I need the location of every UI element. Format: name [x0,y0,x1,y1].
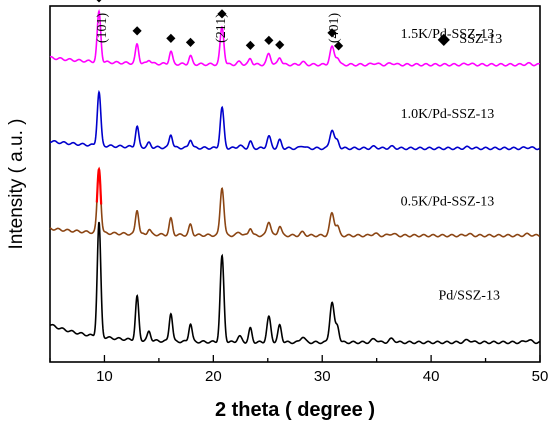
series-label: Pd/SSZ-13 [438,289,499,304]
series-labels: 1.5K/Pd-SSZ-13 1.0K/Pd-SSZ-13 0.5K/Pd-SSZ-… [401,27,500,304]
legend-label: SSZ-13 [459,32,502,47]
series-line-1 [50,89,541,151]
x-tick-label: 10 [96,368,113,385]
series-line-3 [49,221,541,345]
x-axis-title: 2 theta ( degree ) [215,399,375,421]
peak-annotations: (101) (211) (401) [95,13,342,44]
x-tick-label: 40 [423,368,440,385]
series-label: 0.5K/Pd-SSZ-13 [401,194,495,209]
series-layer [49,8,541,345]
ssz13-diamond-icon: ◆ [264,33,274,47]
ssz13-diamond-icon: ◆ [275,37,285,51]
ssz13-diamond-icon: ◆ [94,0,104,4]
x-axis-ticks: 10 20 30 40 50 [49,355,549,385]
x-tick-label: 30 [314,368,331,385]
plot-border [49,5,541,363]
peak-annotation: (401) [327,13,342,44]
peak-annotation: (211) [214,13,229,43]
legend-diamond-icon: ◆ [438,31,451,48]
ssz13-diamond-icon: ◆ [334,38,344,52]
ssz13-diamond-icon: ◆ [166,30,176,44]
x-tick-label: 20 [205,368,222,385]
ssz13-diamond-icon: ◆ [327,25,337,39]
series-overlay-2 [95,166,103,205]
ssz13-diamond-icon: ◆ [132,23,142,37]
ssz13-diamond-icon: ◆ [217,6,227,20]
plot-frame [49,5,541,363]
ssz13-diamond-icon: ◆ [186,34,196,48]
series-label: 1.5K/Pd-SSZ-13 [401,27,495,42]
series-label: 1.0K/Pd-SSZ-13 [401,107,495,122]
series-line-0 [49,8,541,67]
legend: ◆ SSZ-13 [438,31,503,48]
y-axis-title: Intensity ( a.u. ) [6,119,27,250]
ssz13-markers: ◆◆◆◆◆◆◆◆◆◆ [94,0,344,52]
series-line-2 [49,166,541,238]
peak-annotation: (101) [95,13,110,44]
x-tick-label: 50 [532,368,549,385]
ssz13-diamond-icon: ◆ [246,38,256,52]
